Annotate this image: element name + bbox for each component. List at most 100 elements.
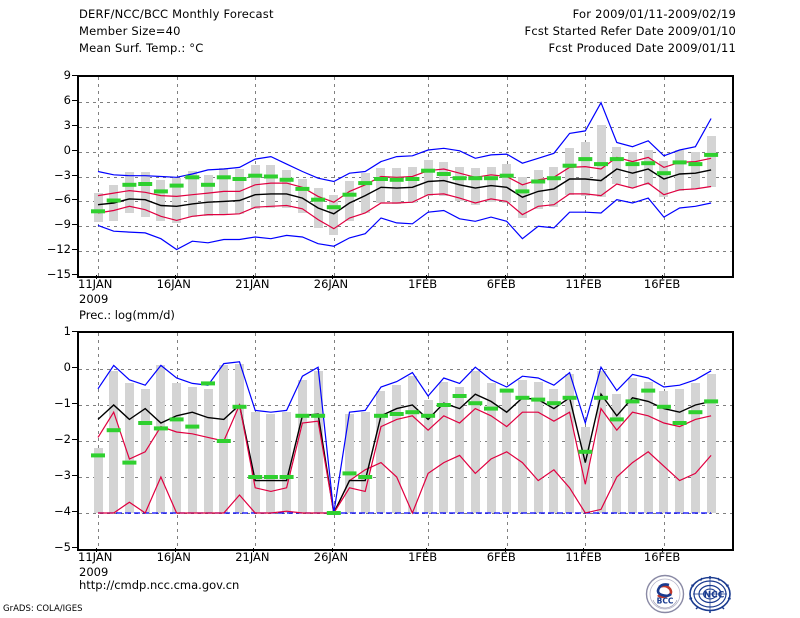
y-tick-label: 3	[63, 117, 71, 132]
x-tick-mark	[583, 548, 585, 552]
y-tick-label: 0	[63, 360, 71, 374]
x-tick-mark	[504, 548, 506, 552]
y-tick-mark	[72, 274, 77, 275]
precipitation-year-label: 2009	[79, 565, 109, 579]
series-max	[97, 361, 712, 514]
y-tick-mark	[72, 75, 77, 76]
y-tick-mark	[72, 511, 77, 512]
x-tick-label: 21JAN	[235, 550, 270, 564]
header-forecast-range: For 2009/01/11-2009/02/19	[572, 7, 736, 21]
y-tick-label: −9	[54, 217, 71, 232]
x-tick-label: 11JAN	[78, 550, 113, 564]
y-tick-label: −4	[54, 504, 71, 518]
x-tick-label: 26JAN	[313, 277, 349, 291]
series-max	[97, 197, 712, 251]
x-tick-mark	[174, 275, 176, 279]
x-tick-mark	[331, 275, 333, 279]
bcc-logo: BCC	[645, 574, 685, 614]
y-tick-mark	[72, 174, 77, 176]
y-tick-mark	[72, 224, 77, 226]
precipitation-chart-panel	[77, 331, 734, 551]
y-tick-mark	[72, 331, 77, 332]
series-mean	[97, 392, 712, 516]
y-tick-mark	[72, 547, 77, 548]
x-tick-mark	[661, 275, 663, 279]
y-tick-label: −6	[54, 192, 71, 207]
x-tick-mark	[504, 275, 506, 279]
temperature-chart-panel	[77, 75, 734, 278]
y-tick-mark	[72, 199, 77, 201]
y-tick-mark	[72, 475, 77, 476]
x-tick-label: 16FEB	[643, 550, 681, 564]
x-tick-label: 16FEB	[643, 277, 681, 291]
y-tick-mark	[72, 439, 77, 440]
y-tick-mark	[72, 367, 77, 368]
x-tick-label: 6FEB	[486, 550, 516, 564]
x-tick-mark	[96, 275, 97, 279]
y-tick-label: −3	[54, 468, 71, 482]
x-tick-label: 26JAN	[313, 550, 349, 564]
header-produced-date: Fcst Produced Date 2009/01/11	[548, 41, 736, 55]
y-tick-label: 1	[63, 324, 71, 338]
y-tick-label: 6	[63, 92, 71, 107]
y-tick-mark	[72, 99, 77, 101]
x-tick-label: 11FEB	[565, 277, 602, 291]
series-lower_quartile	[98, 451, 712, 515]
y-tick-mark	[72, 124, 77, 126]
header-member-size: Member Size=40	[79, 24, 181, 38]
y-tick-label: 9	[63, 68, 71, 82]
observed-median-markers	[91, 152, 719, 214]
x-tick-label: 11JAN	[78, 277, 113, 291]
x-tick-mark	[331, 548, 333, 552]
series-min	[97, 101, 712, 183]
x-tick-mark	[253, 548, 255, 552]
observed-median-markers	[91, 381, 719, 515]
header-left-block: DERF/NCC/BCC Monthly Forecast Member Siz…	[79, 6, 274, 57]
y-tick-label: −5	[54, 540, 71, 554]
x-tick-mark	[661, 548, 663, 552]
bcc-logo-text: BCC	[657, 597, 674, 606]
y-tick-mark	[72, 249, 77, 251]
series-upper_quartile	[97, 402, 712, 515]
y-tick-mark	[72, 403, 77, 404]
x-tick-label: 1FEB	[408, 550, 438, 564]
x-tick-label: 6FEB	[486, 277, 516, 291]
x-tick-label: 21JAN	[235, 277, 270, 291]
y-tick-mark	[72, 149, 77, 151]
precipitation-svg	[79, 333, 732, 549]
precipitation-plot-area	[79, 333, 732, 549]
y-tick-label: −2	[54, 432, 71, 446]
x-tick-label: 16JAN	[156, 550, 191, 564]
ncc-logo: NCC	[688, 574, 732, 614]
precipitation-axis-title: Prec.: log(mm/d)	[79, 308, 175, 322]
x-tick-label: 1FEB	[408, 277, 438, 291]
x-tick-mark	[96, 548, 97, 552]
x-tick-mark	[426, 548, 428, 552]
y-tick-label: 0	[63, 142, 71, 157]
x-tick-mark	[583, 275, 585, 279]
source-url[interactable]: http://cmdp.ncc.cma.gov.cn	[79, 578, 240, 592]
temperature-svg	[79, 77, 732, 276]
header-refer-date: Fcst Started Refer Date 2009/01/10	[524, 24, 736, 38]
series-mean	[97, 168, 712, 215]
ncc-logo-text: NCC	[704, 591, 725, 601]
y-tick-label: −15	[46, 267, 71, 281]
x-tick-label: 16JAN	[156, 277, 191, 291]
x-tick-mark	[253, 275, 255, 279]
temperature-year-label: 2009	[79, 292, 109, 306]
header-title: DERF/NCC/BCC Monthly Forecast	[79, 7, 274, 21]
series-upper_quartile	[97, 156, 712, 203]
x-tick-label: 11FEB	[565, 550, 602, 564]
x-tick-mark	[174, 548, 176, 552]
y-tick-label: −3	[54, 167, 71, 182]
grads-credit: GrADS: COLA/IGES	[3, 604, 83, 614]
header-variable-temp: Mean Surf. Temp.: °C	[79, 41, 204, 55]
header-right-block: For 2009/01/11-2009/02/19 Fcst Started R…	[525, 6, 737, 57]
x-tick-mark	[426, 275, 428, 279]
y-tick-label: −1	[54, 396, 71, 410]
temperature-plot-area	[79, 77, 732, 276]
ensemble-spread-bars	[94, 125, 716, 235]
ensemble-spread-bars	[94, 364, 716, 513]
series-lower_quartile	[97, 182, 712, 230]
y-tick-label: −12	[46, 242, 71, 257]
